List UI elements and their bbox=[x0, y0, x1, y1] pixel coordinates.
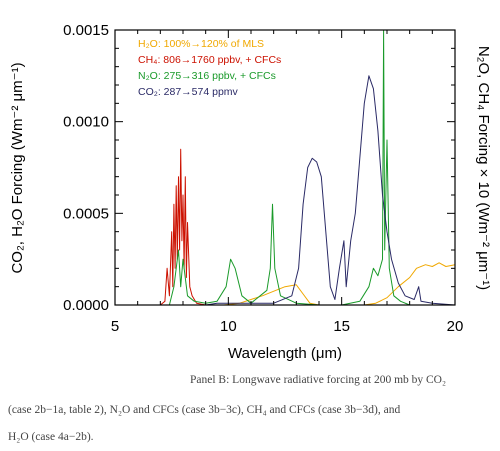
series-line-2 bbox=[115, 29, 455, 306]
caption-line-1: Panel B: Longwave radiative forcing at 2… bbox=[190, 374, 446, 386]
x-tick-label-2: 15 bbox=[333, 318, 350, 335]
series-line-1 bbox=[115, 148, 455, 306]
y-tick-label-1: 0.0005 bbox=[63, 205, 109, 222]
legend-entry-ch4: CH₄: 806→1760 ppbv, + CFCs bbox=[138, 54, 281, 66]
y-axis: 0.0000 0.0005 0.0010 0.0015 bbox=[63, 22, 455, 314]
legend-entry-n2o: N₂O: 275→316 ppbv, + CFCs bbox=[138, 70, 276, 82]
plot-frame bbox=[114, 29, 456, 306]
x-tick-label-1: 10 bbox=[220, 318, 237, 335]
x-tick-label-3: 20 bbox=[447, 318, 464, 335]
y-tick-label-2: 0.0010 bbox=[63, 114, 109, 131]
legend-entry-co2: CO₂: 287→574 ppmv bbox=[138, 86, 239, 98]
legend-entry-h2o: H₂O: 100%→120% of MLS bbox=[138, 38, 264, 50]
caption-line-3: H₂O (case 4a−2b). bbox=[8, 431, 94, 443]
legend: H₂O: 100%→120% of MLS CH₄: 806→1760 ppbv… bbox=[138, 38, 281, 98]
y-tick-label-3: 0.0015 bbox=[63, 22, 109, 39]
y-axis-label-left: CO₂, H₂O Forcing (Wm⁻² μm⁻¹) bbox=[9, 62, 26, 273]
caption-line-2: (case 2b−1a, table 2), N₂O and CFCs (cas… bbox=[8, 404, 401, 416]
x-axis-label: Wavelength (μm) bbox=[228, 345, 342, 362]
x-tick-label-0: 5 bbox=[111, 318, 119, 335]
y-axis-label-right: N₂O, CH₄ Forcing × 10 (Wm⁻² μm⁻¹) bbox=[475, 46, 492, 290]
series-line-3 bbox=[115, 75, 456, 306]
x-axis: 5 10 15 20 bbox=[111, 30, 464, 335]
y-tick-label-0: 0.0000 bbox=[63, 297, 109, 314]
